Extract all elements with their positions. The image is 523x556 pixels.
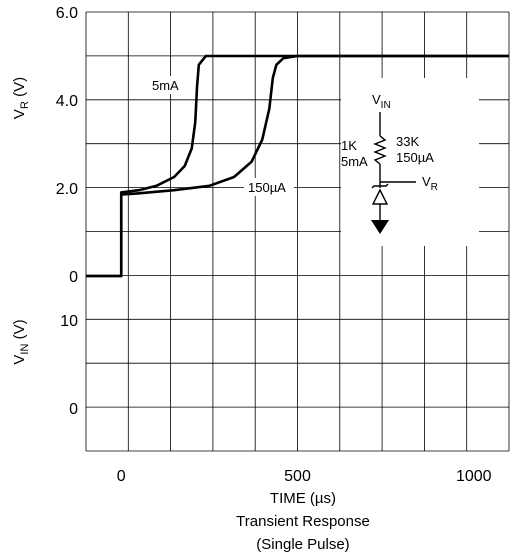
vr-y-tick-label: 0 [69, 269, 78, 286]
x-axis-label: TIME (µs) [270, 490, 336, 507]
inset-r1-current: 5mA [341, 154, 368, 169]
vin-y-tick-label: 0 [69, 401, 78, 418]
series-label-150ua: 150µA [248, 180, 286, 195]
series-lines [86, 54, 509, 278]
inset-vin-label: VIN [372, 92, 391, 111]
series-line-150ua [86, 54, 509, 278]
inset-r2-current: 150µA [396, 150, 434, 165]
inset-r1-value: 1K [341, 138, 357, 153]
resistor-symbol [373, 135, 387, 165]
zener-bar [371, 183, 389, 189]
inset-r2-value: 33K [396, 134, 419, 149]
vin-axis-label: VIN (V) [11, 319, 31, 364]
x-tick-label: 1000 [456, 468, 492, 485]
series-label-5ma: 5mA [152, 78, 179, 93]
vr-y-tick-label: 2.0 [56, 181, 78, 198]
inset-vr-label: VR [422, 174, 438, 193]
ground-arrow-icon [371, 220, 389, 234]
circuit-inset: VIN 1K 5mA 33K 150µA VR [341, 92, 438, 234]
vin-y-tick-label: 10 [60, 313, 78, 330]
caption-line-2: (Single Pulse) [256, 536, 349, 553]
x-tick-label: 500 [284, 468, 311, 485]
caption-line-1: Transient Response [236, 513, 370, 530]
vr-y-tick-label: 6.0 [56, 5, 78, 22]
vr-axis-label: VR (V) [11, 77, 31, 119]
x-tick-label: 0 [117, 468, 126, 485]
vr-y-tick-label: 4.0 [56, 93, 78, 110]
series-line-5ma [86, 54, 509, 278]
inset-background [341, 78, 479, 246]
